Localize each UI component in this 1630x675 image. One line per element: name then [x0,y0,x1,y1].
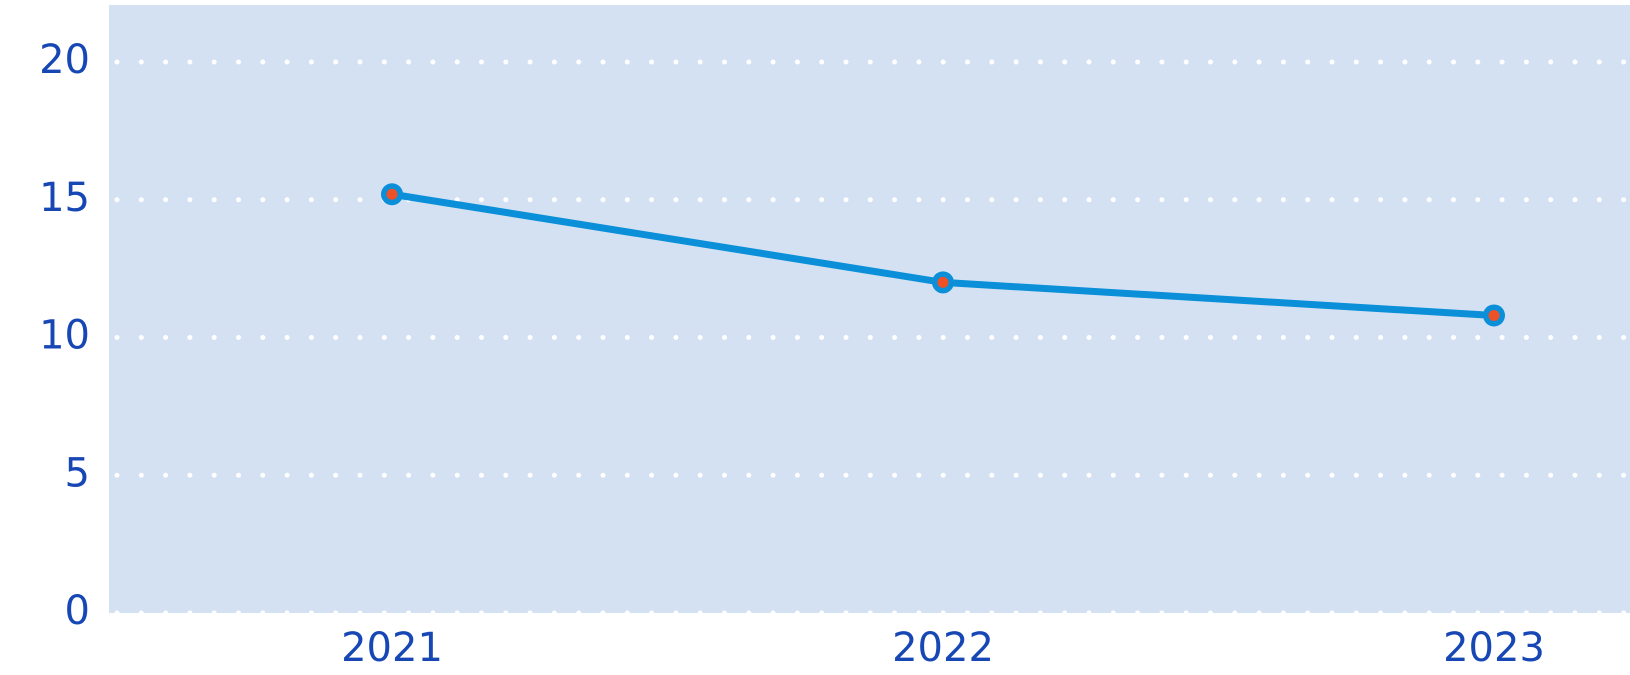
marker-inner [1489,310,1500,321]
data-point [932,271,954,293]
marker-inner [387,189,398,200]
y-tick-label: 0 [65,588,90,634]
x-tick-label: 2022 [892,625,994,671]
x-tick-label: 2021 [341,625,443,671]
page: 05101520202120222023 (() => { const data… [0,0,1630,675]
y-tick-label: 10 [39,313,90,359]
data-point [381,183,403,205]
y-tick-label: 15 [39,175,90,221]
x-tick-label: 2023 [1443,625,1545,671]
data-point [1483,304,1505,326]
marker-inner [938,277,949,288]
y-tick-label: 20 [39,37,90,83]
chart: 0 5 10 15 20 2021 2022 2023 [0,0,1630,675]
y-tick-label: 5 [65,450,90,496]
